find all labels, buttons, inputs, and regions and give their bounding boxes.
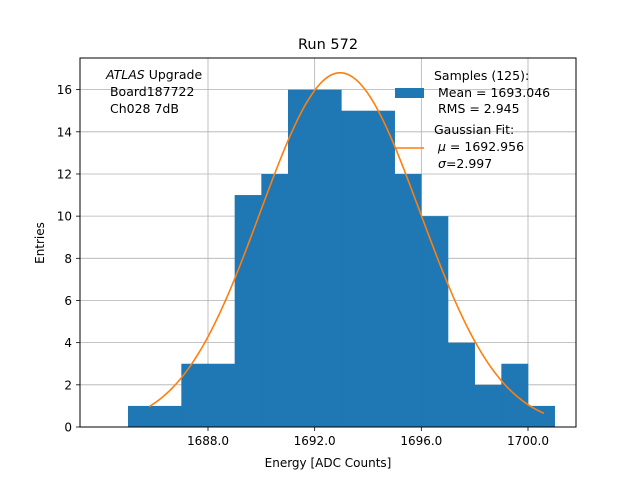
histogram-bar-10 — [394, 173, 422, 427]
y-tick-label-6: 12 — [57, 167, 72, 181]
upgrade-label: Upgrade — [145, 67, 203, 82]
y-axis-label: Entries — [33, 222, 47, 264]
histogram-bar-9 — [368, 110, 395, 427]
x-tick-label-3: 1700.0 — [507, 434, 549, 448]
x-tick-label-1: 1692.0 — [294, 434, 336, 448]
histogram-bar-0 — [128, 405, 155, 427]
y-axis-ticks: 0 2 4 6 8 10 12 14 16 — [57, 83, 80, 435]
sigma-value: =2.997 — [446, 156, 492, 171]
y-tick-label-1: 2 — [64, 378, 72, 392]
histogram-bar-2 — [181, 363, 209, 427]
atlas-label: ATLAS — [105, 67, 145, 82]
y-tick-label-3: 6 — [64, 294, 72, 308]
histogram-bar-1 — [154, 405, 182, 427]
atlas-annotation: ATLAS Upgrade Board187722 Ch028 7dB — [105, 67, 202, 116]
histogram-bar-4 — [234, 195, 262, 427]
svg-text:ATLAS Upgrade: ATLAS Upgrade — [105, 67, 202, 82]
histogram-bar-12 — [448, 342, 475, 427]
x-axis-label: Energy [ADC Counts] — [265, 456, 392, 470]
histogram-bar-8 — [341, 110, 369, 427]
y-tick-label-7: 14 — [57, 125, 72, 139]
legend-samples-rms: RMS = 2.945 — [434, 101, 520, 116]
gaussian-fit-curve — [148, 71, 545, 415]
x-axis-ticks: 1688.0 1692.0 1696.0 1700.0 — [187, 427, 549, 448]
y-tick-label-5: 10 — [57, 210, 72, 224]
x-tick-label-2: 1696.0 — [400, 434, 442, 448]
legend-samples-swatch — [395, 88, 424, 98]
legend-fit-sigma: σ=2.997 — [438, 156, 492, 171]
histogram-bar-3 — [208, 363, 235, 427]
board-label: Board187722 — [106, 84, 194, 99]
histogram-bar-6 — [288, 89, 315, 427]
histogram-bar-5 — [261, 173, 289, 427]
y-tick-label-2: 4 — [64, 336, 72, 350]
chart-title: Run 572 — [298, 37, 358, 53]
plot-frame — [79, 57, 577, 428]
legend-samples-title: Samples (125): — [434, 68, 529, 83]
y-tick-label-0: 0 — [64, 421, 72, 435]
mu-symbol: μ — [437, 139, 446, 154]
histogram-bar-15 — [528, 405, 555, 427]
histogram-bar-13 — [474, 384, 502, 427]
sigma-symbol: σ — [438, 156, 447, 171]
histogram-bars — [128, 89, 555, 427]
legend: Samples (125): Mean = 1693.046 RMS = 2.9… — [395, 68, 550, 171]
y-tick-label-8: 16 — [57, 83, 72, 97]
mu-value: = 1692.956 — [446, 139, 524, 154]
legend-samples-mean: Mean = 1693.046 — [434, 85, 550, 100]
legend-fit-title: Gaussian Fit: — [434, 122, 514, 137]
histogram-bar-11 — [421, 216, 449, 427]
y-tick-label-4: 8 — [64, 252, 72, 266]
histogram-bar-7 — [314, 89, 342, 427]
x-tick-label-0: 1688.0 — [187, 434, 229, 448]
legend-fit-mu: μ = 1692.956 — [437, 139, 524, 154]
channel-label: Ch028 7dB — [106, 101, 179, 116]
